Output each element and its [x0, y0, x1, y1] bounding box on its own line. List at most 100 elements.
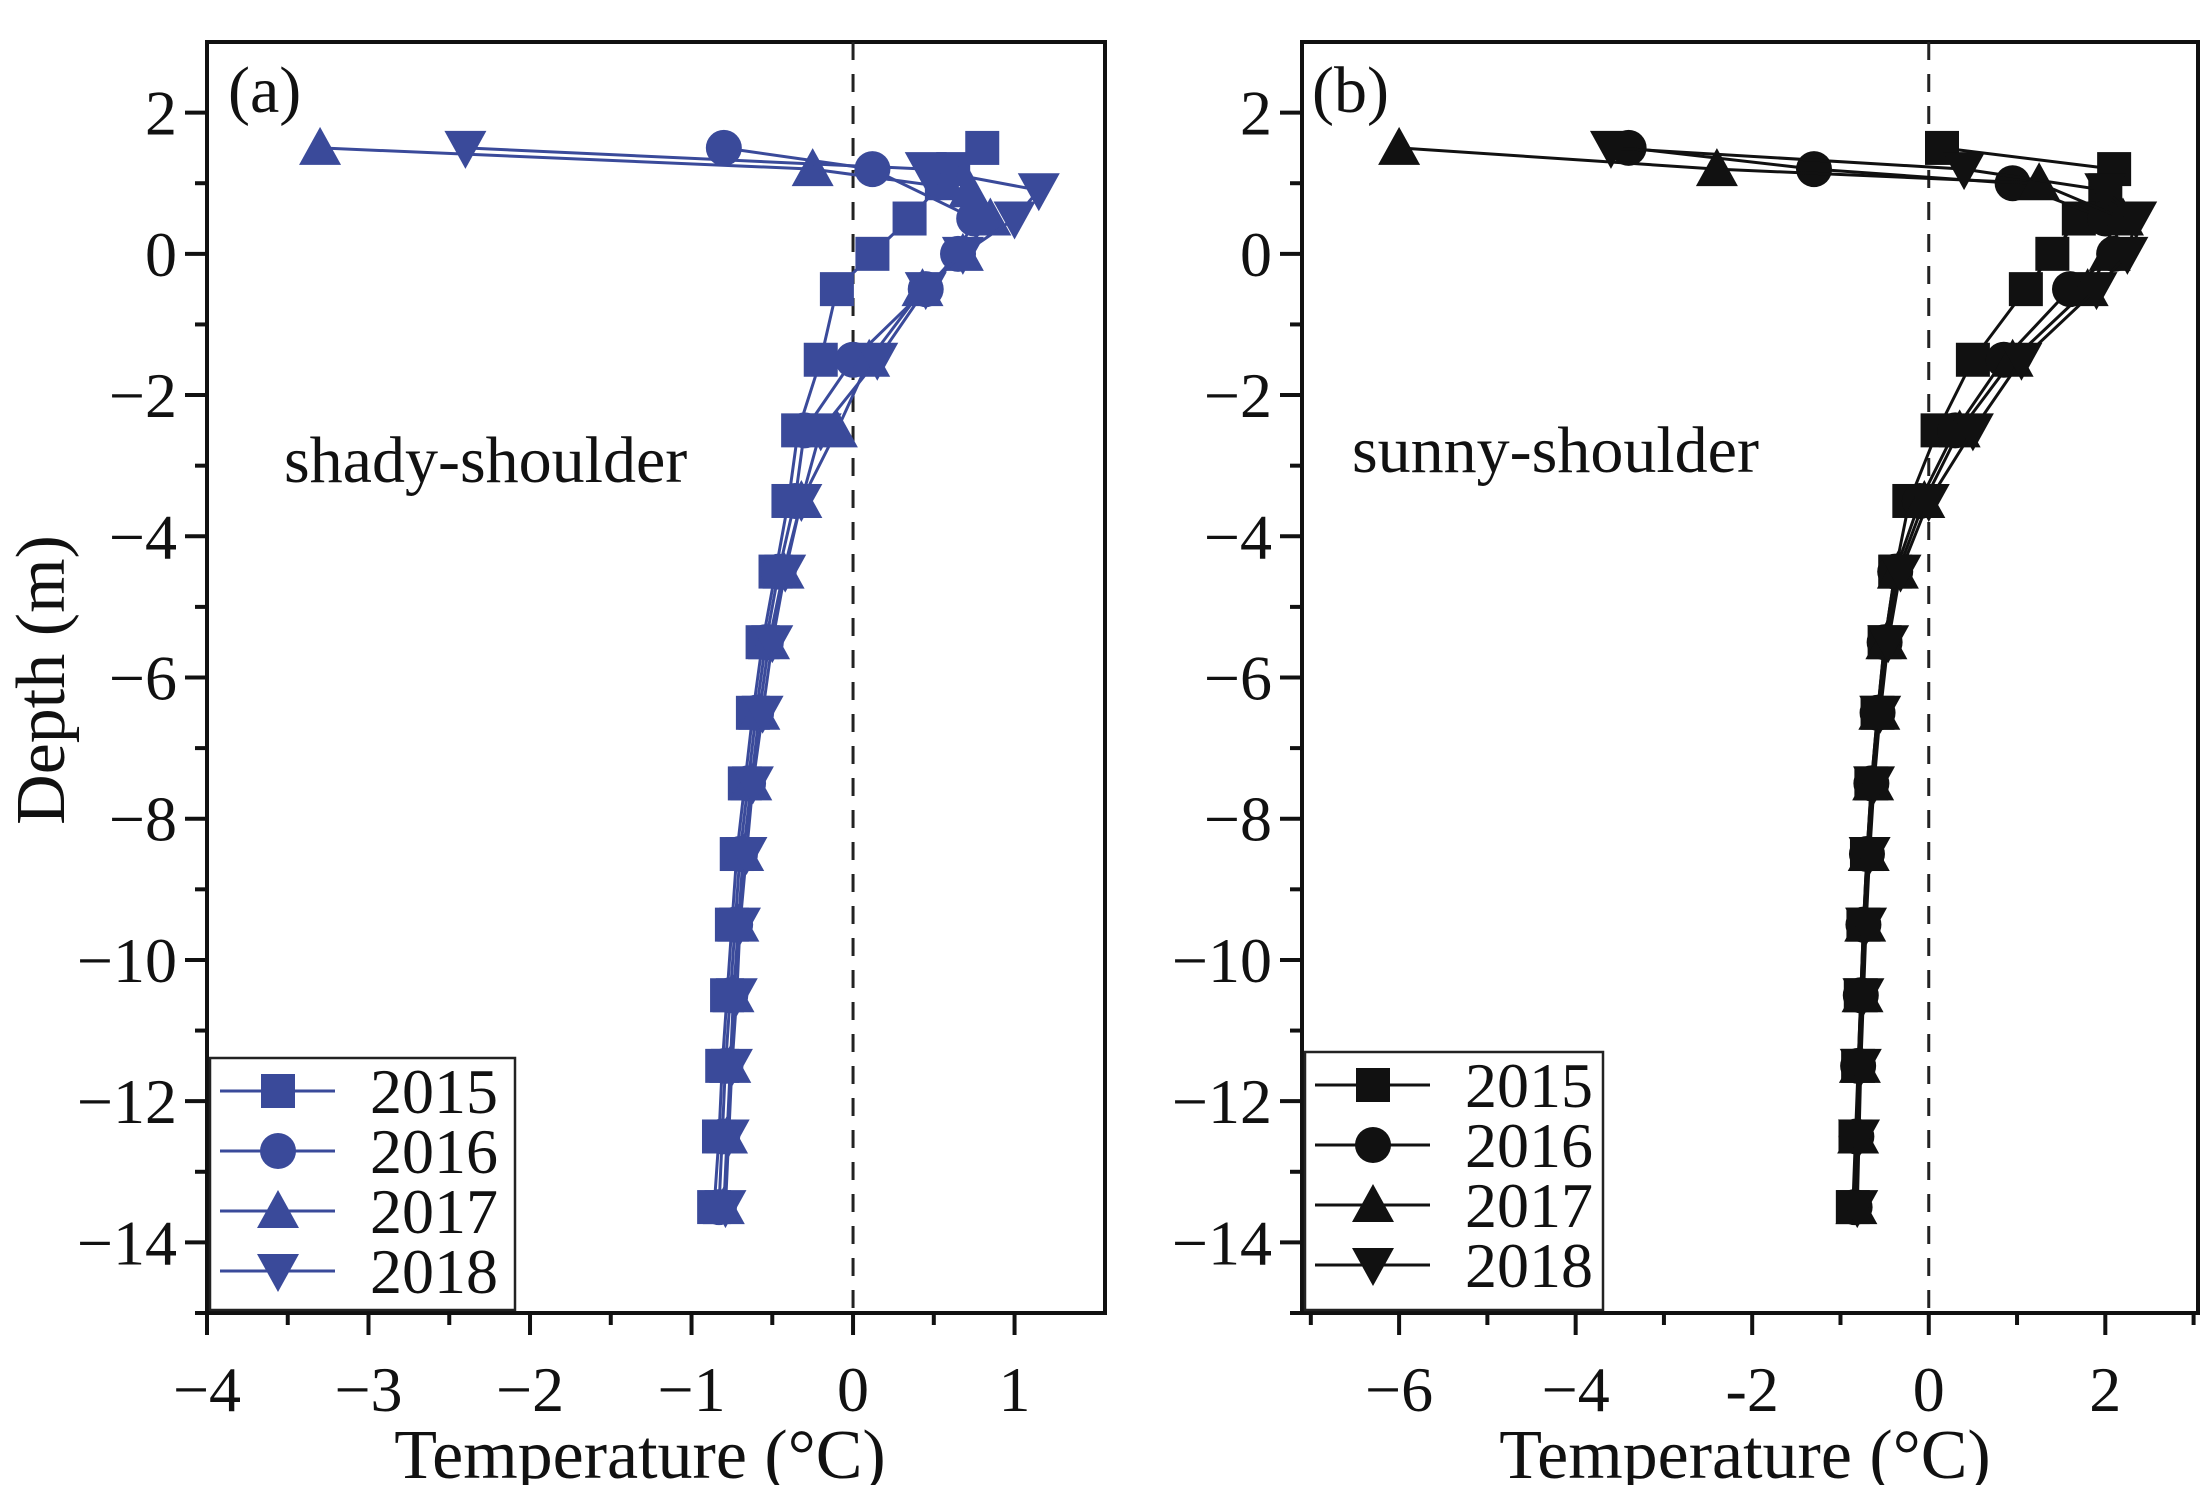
legend-label: 2015 — [370, 1056, 498, 1127]
data-point-2018 — [2106, 236, 2149, 275]
panel-a: −4 −3 −2 −1 0 1 20−2−4−6−8−10−12−14 (a) shady… — [77, 40, 1107, 1485]
y-tick-label: 0 — [1240, 219, 1272, 290]
data-point-2016 — [705, 129, 742, 166]
data-point-2018 — [764, 554, 807, 593]
series-2018-line — [1610, 146, 2138, 1208]
data-point-2017 — [948, 169, 991, 208]
legend-marker-square — [1356, 1068, 1390, 1102]
y-axis-title: Depth (m) — [3, 535, 80, 825]
y-tick-label: −6 — [109, 643, 177, 714]
data-point-2018 — [1943, 152, 1986, 191]
legend-item-2016: 2016 — [220, 1116, 498, 1187]
data-point-2018 — [1879, 554, 1922, 593]
series-2018 — [444, 130, 1060, 1229]
y-tick-label: −12 — [77, 1066, 177, 1137]
panel-a-series — [299, 126, 1060, 1229]
legend-box — [1303, 1050, 1605, 1312]
data-point-2018 — [444, 130, 487, 169]
legend-item-2017: 2017 — [220, 1176, 498, 1247]
data-point-2018 — [904, 152, 947, 191]
legend-item-2017: 2017 — [1315, 1170, 1593, 1241]
data-point-2017 — [969, 197, 1012, 236]
data-point-2018 — [1839, 1048, 1882, 1087]
x-tick-label: −2 — [496, 1354, 564, 1425]
data-point-2018 — [1589, 130, 1632, 169]
series-2016-line — [1628, 146, 2116, 1208]
data-point-2018 — [704, 1190, 747, 1229]
data-point-2018 — [856, 342, 899, 381]
data-point-2015 — [2035, 236, 2070, 271]
data-point-2018 — [751, 625, 794, 664]
y-tick-label: −10 — [1172, 925, 1272, 996]
legend-marker-circle — [1355, 1127, 1391, 1163]
x-tick-label: 0 — [1913, 1354, 1945, 1425]
legend-marker-triangle-down — [1352, 1248, 1394, 1286]
data-point-2015 — [965, 130, 1000, 165]
series-2018 — [1589, 130, 2158, 1229]
data-point-2017 — [1695, 148, 1738, 187]
y-tick-label: −6 — [1204, 643, 1272, 714]
data-point-2018 — [2084, 173, 2127, 212]
data-point-2017 — [299, 126, 342, 165]
data-point-2015 — [803, 342, 838, 377]
x-tick-label: −3 — [334, 1354, 402, 1425]
data-point-2018 — [1867, 625, 1910, 664]
data-point-2018 — [2115, 201, 2158, 240]
data-point-2018 — [799, 413, 842, 452]
x-tick-label: 0 — [837, 1354, 869, 1425]
data-point-2018 — [904, 272, 947, 311]
legend-label: 2015 — [1465, 1050, 1593, 1121]
panel-a-x-ticks: −4 −3 −2 −1 0 1 — [173, 1313, 1031, 1425]
data-point-2018 — [718, 907, 761, 946]
legend-marker-square — [261, 1074, 295, 1108]
series-2018-line — [465, 146, 1042, 1208]
panel-b: −6 −4 -2 0 2 2 0 −2 −4 −6 −8 −10 −12 −14 (b) sunny-s… — [1172, 40, 2200, 1485]
series-2015-line — [1851, 146, 2117, 1208]
data-point-2018 — [1853, 766, 1896, 805]
data-point-2015 — [892, 201, 927, 236]
data-point-2015 — [1955, 342, 1990, 377]
x-tick-label: −6 — [1365, 1354, 1433, 1425]
legend-box — [208, 1056, 517, 1312]
legend-marker-triangle-down — [257, 1254, 299, 1292]
y-tick-label: −8 — [109, 784, 177, 855]
data-point-2015 — [855, 236, 890, 271]
data-point-2018 — [1951, 413, 1994, 452]
legend-item-2015: 2015 — [1315, 1050, 1593, 1121]
x-tick-label: -2 — [1726, 1354, 1779, 1425]
data-point-2018 — [1838, 1119, 1881, 1158]
panel-b-x-axis-title: Temperature (°C) — [1499, 1417, 1990, 1485]
y-tick-label: 0 — [145, 219, 177, 290]
legend-marker-circle — [260, 1133, 296, 1169]
panel-b-x-ticks: −6 −4 -2 0 2 — [1308, 1313, 2196, 1425]
legend-label: 2017 — [370, 1176, 498, 1247]
y-tick-label: 2 — [1240, 78, 1272, 149]
data-point-2018 — [725, 837, 768, 876]
legend-label: 2017 — [1465, 1170, 1593, 1241]
panel-b-label: (b) — [1312, 54, 1389, 127]
y-tick-label: −10 — [77, 925, 177, 996]
legend-label: 2016 — [370, 1116, 498, 1187]
legend-label: 2018 — [1465, 1230, 1593, 1301]
legend-item-2016: 2016 — [1315, 1110, 1593, 1181]
legend-marker-triangle-up — [257, 1190, 299, 1228]
data-point-2018 — [2000, 342, 2043, 381]
legend-item-2018: 2018 — [220, 1236, 498, 1307]
data-point-2018 — [1845, 907, 1888, 946]
data-point-2015 — [819, 272, 854, 307]
data-point-2018 — [707, 1119, 750, 1158]
series-2015-line — [712, 146, 984, 1208]
data-point-2017 — [1378, 126, 1421, 165]
data-point-2018 — [1907, 483, 1950, 522]
y-tick-label: −14 — [77, 1207, 177, 1278]
data-point-2016 — [854, 151, 891, 188]
data-point-2018 — [741, 695, 784, 734]
data-point-2018 — [1842, 978, 1885, 1017]
legend-item-2015: 2015 — [220, 1056, 498, 1127]
data-point-2018 — [1859, 695, 1902, 734]
x-tick-label: 1 — [999, 1354, 1031, 1425]
panel-b-series — [1378, 126, 2158, 1229]
data-point-2018 — [2075, 272, 2118, 311]
